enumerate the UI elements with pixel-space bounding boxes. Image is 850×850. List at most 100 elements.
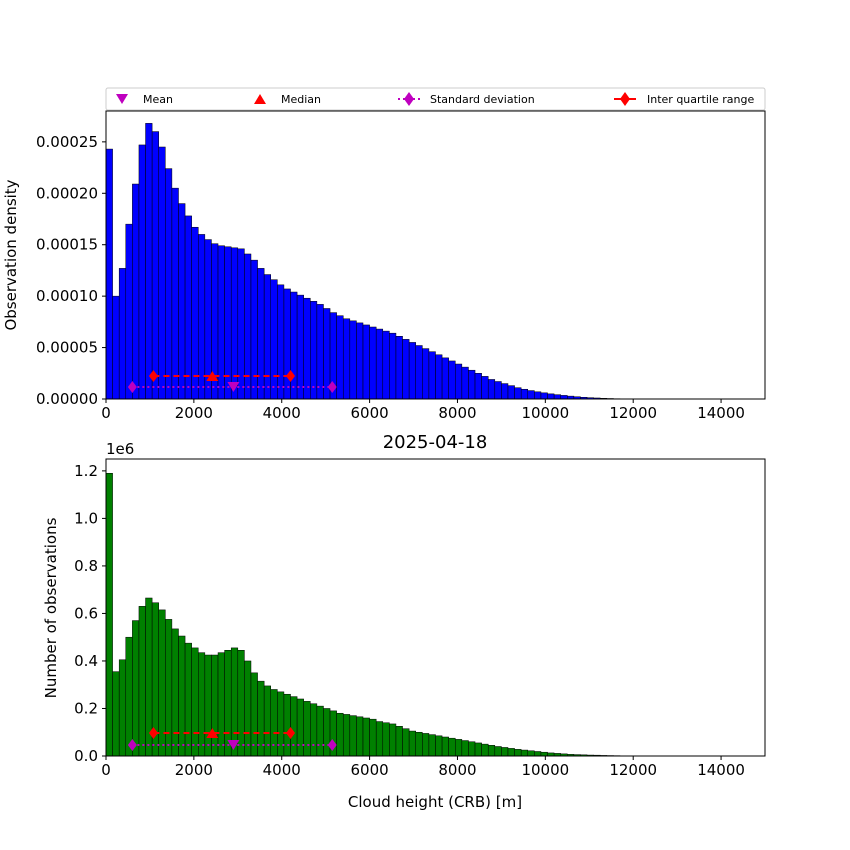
histogram-bar: [178, 635, 186, 757]
legend-entry-iqr: Inter quartile range: [614, 92, 754, 106]
legend-entry-median: Median: [254, 93, 321, 106]
histogram-bar: [158, 146, 166, 400]
histogram-bar: [283, 288, 291, 400]
histogram-bar: [408, 342, 416, 400]
count-y-ticks: 0.0 0.2 0.4 0.6 0.8 1.0 1.2: [74, 462, 106, 765]
histogram-bar: [138, 144, 146, 400]
histogram-bar: [277, 284, 285, 400]
histogram-bar: [389, 332, 397, 400]
histogram-bar: [520, 388, 529, 400]
legend-entry-mean: Mean: [116, 93, 173, 106]
y-tick-label: 0.2: [74, 699, 98, 717]
std-low-marker: [127, 739, 137, 751]
histogram-bar: [527, 750, 535, 757]
legend-label-median: Median: [281, 93, 321, 106]
y-tick-label: 0.00020: [36, 184, 98, 202]
histogram-bar: [171, 187, 179, 400]
count-chart-title: 2025-04-18: [383, 432, 488, 453]
histogram-bar: [296, 294, 304, 400]
density-x-ticks: 0 2000 4000 6000 8000 10000 12000 14000: [101, 399, 745, 422]
histogram-bar: [441, 357, 449, 400]
histogram-bar: [389, 723, 397, 757]
histogram-bar: [395, 336, 403, 400]
histogram-bar: [369, 326, 377, 400]
histogram-bar: [165, 168, 173, 400]
histogram-bar: [277, 691, 285, 757]
histogram-bar: [514, 749, 522, 757]
mean-icon: [116, 94, 128, 104]
histogram-bar: [540, 392, 548, 400]
iqr-diamond-icon: [620, 92, 630, 106]
y-tick-label: 1.0: [74, 509, 98, 527]
histogram-bar: [171, 628, 179, 757]
histogram-bar: [487, 379, 496, 400]
y-tick-label: 0.00005: [36, 339, 98, 357]
histogram-bar: [244, 253, 252, 400]
histogram-bar: [428, 734, 436, 757]
histogram-bar: [217, 652, 225, 757]
histogram-bar: [455, 363, 463, 400]
count-plot-frame: [105, 458, 766, 757]
histogram-bar: [487, 745, 496, 757]
histogram-bar: [461, 366, 469, 400]
histogram-bar: [435, 735, 443, 757]
count-statistics-markers: [127, 727, 337, 751]
x-tick-label: 14000: [697, 761, 745, 779]
y-tick-label: 0.00010: [36, 287, 98, 305]
histogram-bar: [184, 642, 192, 757]
histogram-bar: [270, 279, 278, 400]
histogram-bar: [184, 215, 192, 400]
histogram-bar: [560, 395, 568, 400]
x-tick-label: 2000: [175, 404, 213, 422]
histogram-bar: [125, 636, 133, 757]
histogram-bar: [395, 726, 403, 757]
histogram-bar: [198, 234, 206, 400]
histogram-bar: [448, 360, 456, 400]
density-y-ticks: 0.00000 0.00005 0.00010 0.00015 0.00020 0.000…: [36, 133, 106, 408]
histogram-bar: [501, 747, 509, 757]
histogram-bar: [468, 741, 476, 757]
histogram-bar: [501, 383, 509, 400]
histogram-bar: [158, 609, 166, 757]
y-tick-label: 1.2: [74, 462, 98, 480]
histogram-bar: [428, 351, 436, 400]
histogram-bar: [145, 123, 153, 400]
histogram-bar: [250, 672, 258, 757]
histogram-bar: [244, 660, 252, 757]
count-bars: [105, 473, 673, 757]
histogram-bar: [481, 743, 489, 757]
histogram-bar: [382, 330, 390, 400]
histogram-bar: [132, 183, 140, 400]
histogram-bar: [290, 696, 298, 757]
histogram-bar: [118, 659, 127, 757]
histogram-bar: [303, 701, 311, 757]
median-icon: [254, 94, 266, 104]
histogram-bar: [349, 715, 357, 757]
histogram-bar: [211, 654, 219, 757]
iqr-low-marker: [148, 370, 158, 382]
histogram-bar: [369, 718, 377, 757]
x-tick-label: 12000: [609, 404, 657, 422]
x-tick-label: 10000: [521, 404, 569, 422]
iqr-high-marker: [286, 370, 296, 382]
legend-frame: [105, 87, 766, 111]
histogram-bar: [356, 322, 364, 400]
histogram-bar: [270, 689, 278, 757]
histogram-bar: [507, 748, 515, 757]
histogram-bar: [165, 619, 173, 757]
histogram-bar: [494, 746, 502, 757]
y-tick-label: 0.0: [74, 747, 98, 765]
x-tick-label: 0: [101, 404, 111, 422]
histogram-bar: [520, 749, 529, 757]
y-tick-label: 0.6: [74, 604, 98, 622]
x-tick-label: 0: [101, 761, 111, 779]
histogram-bar: [323, 708, 331, 757]
histogram-bar: [494, 381, 502, 400]
density-statistics-markers: [127, 370, 337, 393]
legend-label-mean: Mean: [143, 93, 173, 106]
y-tick-label: 0.00025: [36, 133, 98, 151]
histogram-bar: [461, 740, 469, 757]
density-bars: [105, 123, 634, 400]
histogram-bar: [118, 268, 127, 400]
histogram-bar: [362, 324, 370, 400]
